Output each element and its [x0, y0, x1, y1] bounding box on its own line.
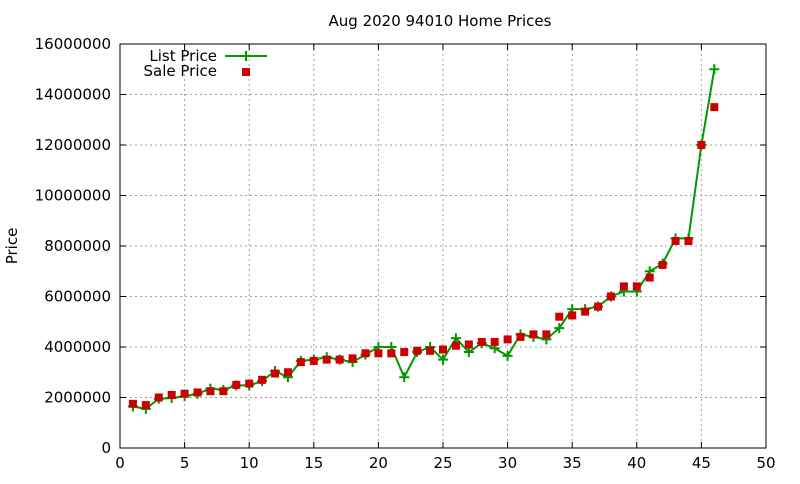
axis-ticks — [119, 43, 767, 449]
sale-price-point — [167, 390, 176, 399]
x-tick-label: 40 — [627, 454, 646, 472]
legend-marker-list-price — [241, 51, 251, 61]
sale-price-point — [361, 349, 370, 358]
sale-price-point — [322, 355, 331, 364]
sale-price-point — [619, 282, 628, 291]
series-layer — [127, 64, 720, 414]
sale-price-point — [529, 330, 538, 339]
sale-price-point — [400, 348, 409, 357]
legend: List Price Sale Price — [144, 47, 267, 80]
grid-lines — [120, 44, 766, 448]
list-price-point — [438, 354, 448, 365]
sale-price-point — [193, 388, 202, 397]
y-tick-label: 14000000 — [35, 86, 111, 104]
sale-price-point — [581, 307, 590, 316]
y-tick-labels: 0 2000000 4000000 6000000 8000000 10000000 120… — [35, 35, 111, 457]
y-tick-label: 10000000 — [35, 187, 111, 205]
list-price-point — [399, 372, 410, 383]
x-tick-labels: 0 5 10 15 20 25 30 35 40 45 50 — [115, 454, 775, 472]
list-price-point — [502, 350, 513, 361]
sale-price-point — [348, 354, 357, 363]
sale-price-point — [645, 273, 654, 282]
sale-price-point — [387, 349, 396, 358]
x-tick-label: 25 — [433, 454, 452, 472]
sale-price-point — [568, 311, 577, 320]
legend-label-sale-price: Sale Price — [144, 62, 217, 80]
sale-price-point — [374, 349, 383, 358]
sale-price-point — [426, 346, 435, 355]
sale-price-point — [542, 330, 551, 339]
list-price-point — [709, 64, 720, 75]
sale-price-point — [710, 103, 719, 112]
sale-price-point — [697, 141, 706, 149]
x-tick-label: 30 — [498, 454, 517, 472]
y-tick-label: 12000000 — [35, 136, 111, 154]
y-tick-label: 0 — [101, 439, 111, 457]
sale-price-point — [245, 379, 254, 388]
sale-price-point — [413, 346, 422, 355]
sale-price-point — [283, 368, 292, 377]
x-tick-label: 15 — [304, 454, 323, 472]
y-axis-label: Price — [3, 228, 21, 265]
sale-price-point — [258, 375, 267, 384]
sale-price-point — [684, 236, 693, 245]
sale-price-series — [128, 103, 719, 410]
x-tick-label: 10 — [240, 454, 259, 472]
sale-price-point — [555, 312, 564, 321]
sale-price-point — [451, 341, 460, 350]
sale-price-point — [309, 356, 318, 365]
sale-price-point — [671, 236, 680, 245]
sale-price-point — [503, 335, 512, 344]
x-tick-label: 50 — [756, 454, 775, 472]
list-price-series — [127, 64, 720, 414]
y-tick-label: 6000000 — [44, 288, 111, 306]
sale-price-point — [154, 393, 163, 402]
sale-price-point — [271, 369, 280, 378]
legend-marker-sale-price — [242, 68, 250, 76]
sale-price-point — [632, 282, 641, 291]
x-tick-label: 5 — [180, 454, 190, 472]
sale-price-point — [477, 337, 486, 346]
sale-price-point — [180, 389, 189, 398]
sale-price-point — [219, 387, 228, 396]
sale-price-point — [206, 387, 215, 396]
x-tick-label: 35 — [563, 454, 582, 472]
y-tick-label: 2000000 — [44, 389, 111, 407]
sale-price-point — [296, 358, 305, 367]
sale-price-point — [490, 337, 499, 346]
y-tick-label: 8000000 — [44, 237, 111, 255]
chart-title: Aug 2020 94010 Home Prices — [329, 12, 552, 30]
x-tick-label: 45 — [692, 454, 711, 472]
sale-price-point — [335, 355, 344, 364]
sale-price-point — [464, 340, 473, 349]
list-price-point — [554, 323, 565, 334]
sale-price-point — [516, 332, 525, 341]
list-price-line — [132, 69, 716, 410]
x-tick-label: 0 — [115, 454, 125, 472]
list-price-point — [450, 333, 461, 344]
y-tick-label: 16000000 — [35, 35, 111, 53]
sale-price-point — [141, 401, 150, 410]
x-tick-label: 20 — [369, 454, 388, 472]
sale-price-point — [658, 260, 667, 269]
list-price-point — [463, 347, 474, 358]
sale-price-point — [439, 345, 447, 354]
y-tick-label: 4000000 — [44, 338, 111, 356]
legend-label-list-price: List Price — [149, 47, 217, 65]
sale-price-point — [606, 292, 615, 301]
sale-price-point — [594, 302, 603, 311]
sale-price-point — [128, 399, 137, 408]
sale-price-point — [232, 380, 241, 389]
